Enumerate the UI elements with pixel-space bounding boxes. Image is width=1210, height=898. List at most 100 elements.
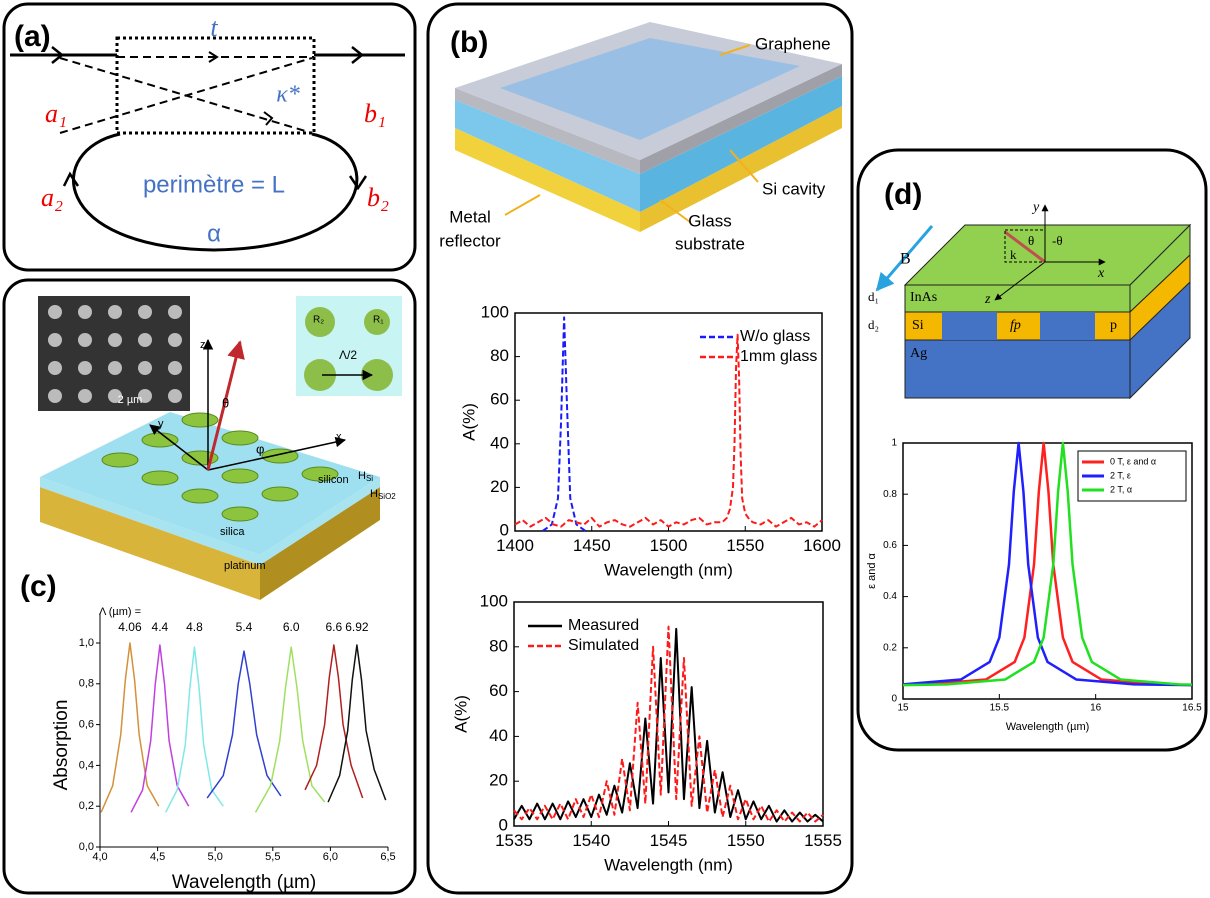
y-tick-label: 20	[489, 771, 508, 790]
y-tick-label: 80	[489, 636, 508, 655]
label: a₁	[45, 99, 67, 128]
projection	[1004, 229, 1046, 263]
plot-frame	[902, 442, 1193, 700]
label: Ag	[910, 346, 927, 361]
x-tick-label: 5,5	[265, 851, 280, 863]
x-tick-label: 1450	[573, 536, 611, 555]
x-tick-label: 6,0	[323, 851, 338, 863]
series-line	[254, 646, 326, 813]
y-tick-label: 40	[489, 726, 508, 745]
label: t	[210, 13, 218, 42]
label: b₁	[364, 99, 386, 128]
peak-label: 6.0	[283, 620, 300, 634]
disk	[305, 307, 335, 337]
y-tick-label: 0,2	[79, 800, 94, 812]
peak-label: 4.4	[152, 620, 169, 634]
platinum-side	[260, 487, 380, 600]
legend-label: 0 T, ε and α	[1110, 456, 1156, 466]
diagram-b	[455, 22, 842, 232]
legend-label: W/o glass	[740, 328, 810, 345]
x-tick-label: 15	[897, 703, 909, 714]
groove	[942, 312, 997, 340]
y-tick-label: 1	[891, 438, 897, 449]
y-tick-label: 40	[490, 433, 509, 452]
y-tick-label: 0.4	[883, 591, 897, 602]
y-tick-label: 80	[490, 346, 509, 365]
label: z	[200, 339, 206, 351]
y-tick-label: 0	[500, 520, 509, 539]
inas-front	[904, 284, 1131, 313]
x-tick-label: 1540	[572, 831, 610, 850]
graphene-lattice	[500, 38, 800, 140]
inas-top	[903, 224, 1192, 286]
y-axis-label: Absorption	[51, 700, 72, 791]
cross-path	[59, 57, 313, 134]
peak-label: 6.6	[326, 620, 343, 634]
x-tick-label: 16	[1090, 703, 1102, 714]
label: φ	[256, 441, 264, 456]
platinum-front	[40, 487, 260, 600]
label: B	[900, 251, 911, 268]
y-tick-label: 0.6	[883, 540, 897, 551]
label: x	[1097, 266, 1105, 281]
series-line	[513, 625, 824, 823]
label: d₂	[868, 317, 879, 332]
y-tick-label: 100	[480, 591, 508, 610]
label: H	[358, 470, 366, 482]
label: k	[1010, 247, 1017, 262]
label: θ	[1028, 233, 1034, 248]
x-axis-label: Wavelength (µm)	[172, 872, 316, 893]
series-line	[513, 627, 824, 823]
label: Λ/2	[339, 348, 357, 362]
panel-label: (a)	[14, 20, 51, 53]
si-layer	[455, 88, 640, 174]
label: R₂	[313, 315, 324, 326]
y-tick-label: 20	[490, 477, 509, 496]
label: b₂	[367, 183, 389, 212]
y-tick-label: 0.2	[883, 642, 897, 653]
label: y	[158, 418, 164, 430]
panel-label: (b)	[450, 26, 488, 59]
ring-arrows	[62, 171, 368, 191]
leader	[719, 44, 751, 56]
x-tick-label: 4,0	[92, 851, 107, 863]
y-tick-label: 0	[499, 815, 508, 834]
groove	[1040, 312, 1095, 340]
legend-label: Simulated	[568, 637, 639, 654]
x-tick-label: 1550	[726, 536, 764, 555]
y-tick-label: 60	[489, 681, 508, 700]
series-line	[100, 642, 160, 813]
label: Si cavity	[762, 179, 826, 198]
coupling-arrows	[208, 51, 274, 126]
label: a₂	[41, 183, 63, 212]
series-line	[164, 646, 224, 813]
label: Si	[366, 474, 373, 483]
y-tick-label: 0,8	[79, 678, 94, 690]
label: H	[370, 488, 378, 500]
peak-label: 4.06	[118, 620, 142, 634]
label: Graphene	[755, 34, 831, 53]
panel-c	[2, 278, 417, 895]
series-line	[327, 644, 387, 803]
peak-label: 6.92	[345, 620, 369, 634]
x-tick-label: 4,5	[150, 851, 165, 863]
x-tick-label: 6,5	[380, 851, 395, 863]
x-tick-label: 1500	[650, 536, 688, 555]
panel-label: (d)	[884, 178, 922, 211]
x-axis-label: Wavelength (nm)	[604, 855, 733, 874]
disk	[364, 309, 390, 335]
label: y	[1031, 200, 1040, 215]
label: substrate	[675, 234, 745, 253]
glass-layer	[455, 100, 640, 212]
x-axis-label: Wavelength (nm)	[604, 560, 733, 579]
diagram-c	[38, 296, 402, 600]
legend-label: 1mm glass	[740, 348, 817, 365]
label: d₁	[868, 289, 879, 304]
ag-front	[904, 339, 1131, 399]
y-tick-label: 60	[490, 390, 509, 409]
y-tick-label: 0,6	[79, 719, 94, 731]
y-axis-label: ε and α	[866, 552, 878, 588]
label: HSiO2	[370, 488, 396, 501]
series-line	[902, 441, 1193, 687]
peak-label: 5.4	[236, 620, 253, 634]
